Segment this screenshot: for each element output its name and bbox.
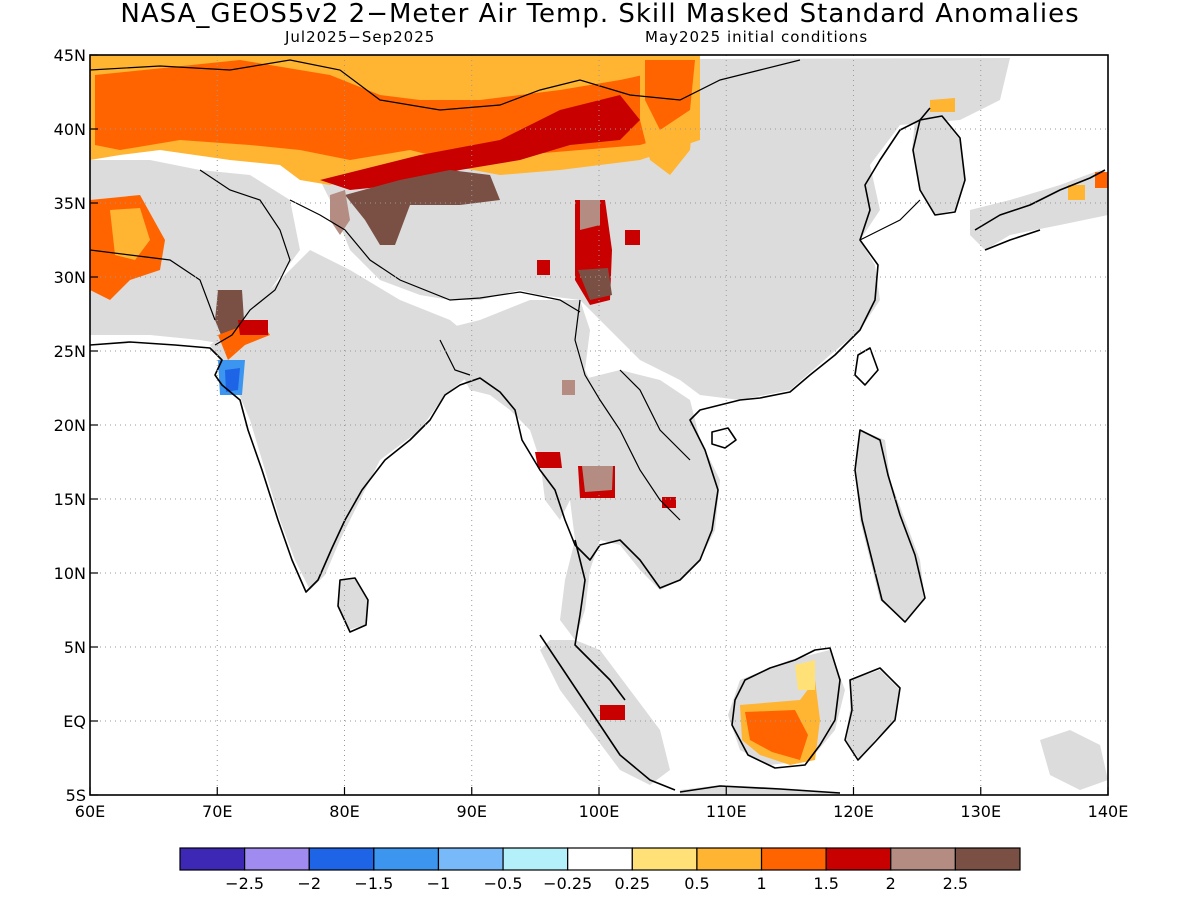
map-title: NASA_GEOS5v2 2−Meter Air Temp. Skill Mas…	[120, 0, 1080, 29]
lon-tick-label: 100E	[579, 802, 620, 821]
lon-tick-label: 140E	[1088, 802, 1129, 821]
country-borders	[90, 59, 921, 521]
lon-tick-label: 90E	[457, 802, 487, 821]
colorbar-label: −1.5	[354, 874, 393, 893]
colorbar-label: −0.25	[543, 874, 592, 893]
lon-tick-label: 130E	[960, 802, 1001, 821]
lat-tick-label: 25N	[54, 342, 86, 361]
colorbar-label: −0.5	[484, 874, 523, 893]
lat-tick-label: 35N	[54, 194, 86, 213]
colorbar-swatch	[760, 847, 827, 871]
colorbar-swatch	[373, 847, 440, 871]
lat-tick-label: 30N	[54, 268, 86, 287]
lon-tick-label: 80E	[329, 802, 359, 821]
colorbar: −2.5 −2 −1.5 −1 −0.5 −0.25 0.25 0.5 1 1.5 2 2.5	[179, 847, 1021, 893]
colorbar-label: −1	[427, 874, 451, 893]
colorbar-label: 2.5	[943, 874, 968, 893]
colorbar-label: 1.5	[813, 874, 838, 893]
colorbar-swatch	[631, 847, 698, 871]
lat-tick-label: 40N	[54, 120, 86, 139]
init-conditions-label: May2025 initial conditions	[645, 28, 869, 46]
lat-tick-label: 5N	[64, 638, 86, 657]
colorbar-label: 0.25	[614, 874, 650, 893]
lat-tick-label: 15N	[54, 490, 86, 509]
colorbar-label: −2.5	[225, 874, 264, 893]
colorbar-swatch	[954, 847, 1021, 871]
colorbar-label: −2	[297, 874, 321, 893]
colorbar-swatch	[179, 847, 246, 871]
axis-ticks: 60E 70E 80E 90E 100E 110E 120E 130E 140E 45N 40N 35…	[54, 46, 1129, 821]
lat-tick-label: 10N	[54, 564, 86, 583]
colorbar-label: 0.5	[684, 874, 709, 893]
anomaly-patches	[90, 55, 1108, 765]
colorbar-swatch	[437, 847, 504, 871]
colorbar-swatch	[825, 847, 892, 871]
colorbar-swatch	[308, 847, 375, 871]
colorbar-label: 2	[886, 874, 896, 893]
lat-tick-label: EQ	[63, 712, 86, 731]
colorbar-swatch	[696, 847, 763, 871]
lon-tick-label: 60E	[75, 802, 105, 821]
gridlines	[90, 55, 1108, 795]
colorbar-swatch	[567, 847, 633, 871]
lon-tick-label: 110E	[706, 802, 747, 821]
colorbar-swatch	[890, 847, 956, 871]
lat-tick-label: 45N	[54, 46, 86, 65]
lon-tick-label: 120E	[833, 802, 874, 821]
coastlines	[90, 107, 1106, 794]
colorbar-swatch	[502, 847, 569, 871]
valid-period-label: Jul2025−Sep2025	[285, 28, 436, 46]
colorbar-label: 1	[756, 874, 766, 893]
colorbar-swatch	[244, 847, 310, 871]
lat-tick-label: 5S	[66, 786, 86, 805]
lat-tick-label: 20N	[54, 416, 86, 435]
lon-tick-label: 70E	[202, 802, 232, 821]
